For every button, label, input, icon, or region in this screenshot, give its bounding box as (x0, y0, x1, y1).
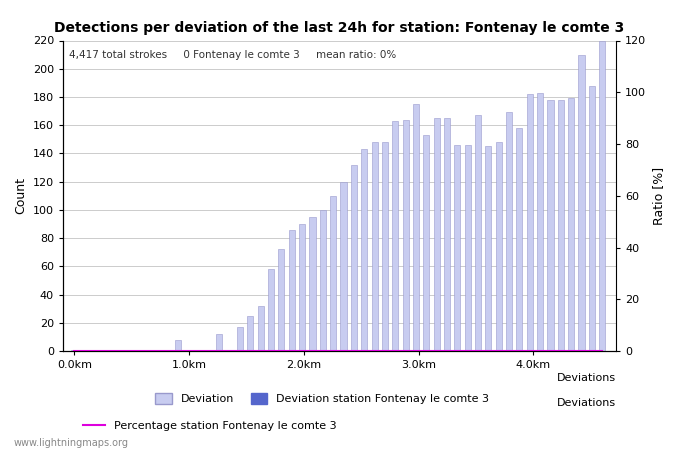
Bar (444, 118, 450, 351)
Text: Deviations: Deviations (557, 373, 616, 383)
Bar (578, 54, 584, 351)
Bar (537, 93, 543, 351)
Bar (361, 149, 368, 351)
Bar (216, 334, 223, 351)
Bar (589, 86, 595, 351)
Bar (465, 145, 471, 351)
Bar (309, 217, 316, 351)
Text: Deviations: Deviations (557, 398, 616, 408)
Bar (424, 135, 429, 351)
Bar (413, 104, 419, 351)
Bar (527, 94, 533, 351)
Bar (258, 306, 264, 351)
Bar (340, 182, 346, 351)
Bar (268, 269, 274, 351)
Legend: Percentage station Fontenay le comte 3: Percentage station Fontenay le comte 3 (78, 417, 342, 436)
Bar (351, 165, 357, 351)
Bar (175, 340, 181, 351)
Bar (372, 142, 377, 351)
Bar (320, 210, 326, 351)
Bar (558, 100, 564, 351)
Bar (517, 128, 522, 351)
Bar (247, 316, 253, 351)
Bar (454, 145, 461, 351)
Bar (568, 99, 574, 351)
Bar (71, 350, 78, 351)
Bar (237, 327, 243, 351)
Bar (206, 350, 212, 351)
Text: www.lightningmaps.org: www.lightningmaps.org (14, 438, 129, 448)
Bar (330, 196, 336, 351)
Bar (279, 249, 284, 351)
Text: 4,417 total strokes     0 Fontenay le comte 3     mean ratio: 0%: 4,417 total strokes 0 Fontenay le comte … (69, 50, 396, 60)
Bar (392, 121, 398, 351)
Bar (402, 120, 409, 351)
Legend: Deviation, Deviation station Fontenay le comte 3: Deviation, Deviation station Fontenay le… (150, 388, 494, 409)
Bar (475, 115, 481, 351)
Bar (496, 142, 502, 351)
Y-axis label: Ratio [%]: Ratio [%] (652, 166, 665, 225)
Bar (506, 112, 512, 351)
Bar (485, 146, 491, 351)
Bar (433, 118, 440, 351)
Bar (382, 142, 388, 351)
Bar (195, 350, 202, 351)
Y-axis label: Count: Count (14, 177, 27, 214)
Bar (288, 230, 295, 351)
Bar (547, 100, 554, 351)
Bar (299, 224, 305, 351)
Bar (599, 40, 605, 351)
Title: Detections per deviation of the last 24h for station: Fontenay le comte 3: Detections per deviation of the last 24h… (55, 21, 624, 35)
